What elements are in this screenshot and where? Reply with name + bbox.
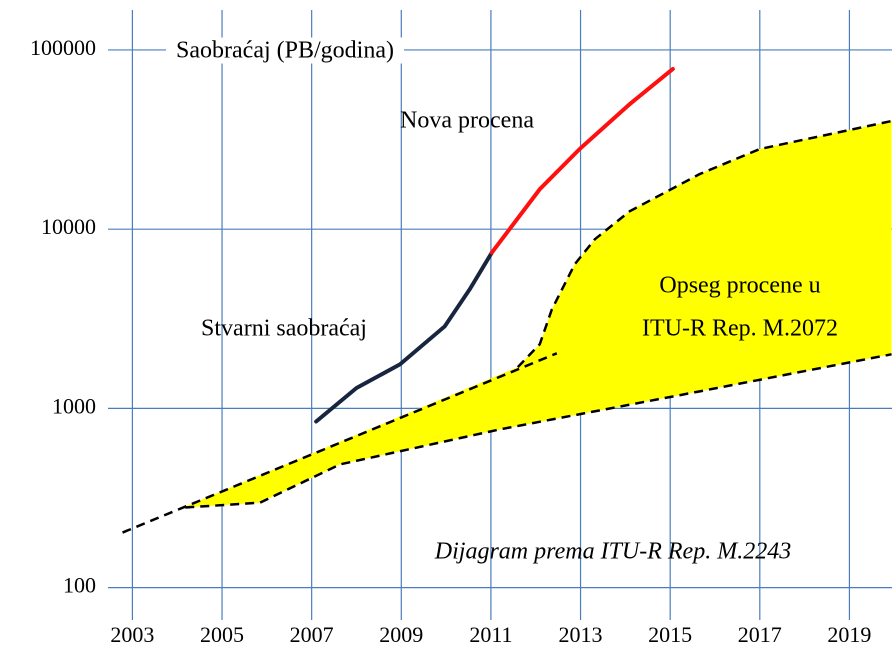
range-label: Opseg procene u xyxy=(659,273,820,299)
x-tick-label: 2005 xyxy=(200,622,244,647)
y-tick-label: 100 xyxy=(63,573,96,598)
source-note: Dijagram prema ITU-R Rep. M.2243 xyxy=(434,539,791,565)
x-tick-label: 2013 xyxy=(559,622,603,647)
series-label: Stvarni saobraćaj xyxy=(201,316,367,342)
series-line xyxy=(489,66,675,255)
x-tick-label: 2007 xyxy=(290,622,334,647)
series-label: Nova procena xyxy=(400,108,534,134)
series-line xyxy=(314,250,494,424)
range-upper xyxy=(516,119,892,368)
x-tick-label: 2009 xyxy=(379,622,423,647)
x-tick-label: 2019 xyxy=(827,622,871,647)
x-tick-label: 2003 xyxy=(110,622,154,647)
trend-line xyxy=(122,352,558,534)
range-area xyxy=(185,121,892,508)
y-tick-label: 10000 xyxy=(41,214,96,239)
labels: Saobraćaj (PB/godina) Nova procena Stvar… xyxy=(30,35,871,647)
x-tick-label: 2017 xyxy=(738,622,782,647)
chart-title: Saobraćaj (PB/godina) xyxy=(176,38,394,64)
marks xyxy=(122,66,892,534)
y-tick-label: 100000 xyxy=(30,35,96,60)
range-label: ITU-R Rep. M.2072 xyxy=(642,316,838,342)
title-background xyxy=(166,37,404,64)
x-tick-label: 2011 xyxy=(469,622,512,647)
x-tick-label: 2015 xyxy=(648,622,692,647)
y-tick-label: 1000 xyxy=(52,393,96,418)
range-lower xyxy=(185,353,892,509)
